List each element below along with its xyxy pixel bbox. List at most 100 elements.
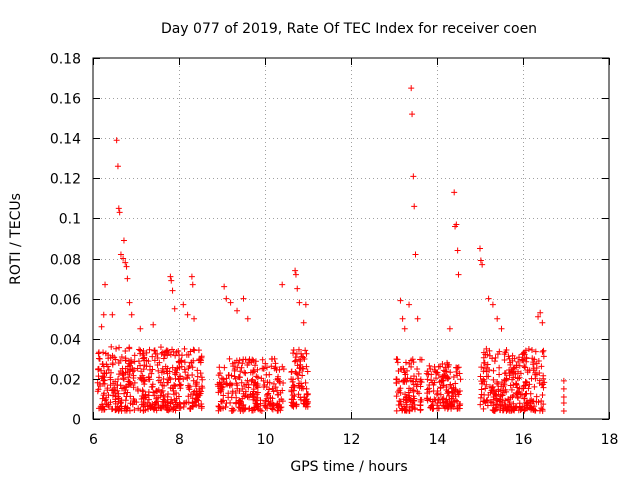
data-point — [268, 355, 275, 362]
data-point — [521, 363, 528, 370]
data-point — [107, 399, 114, 406]
data-point — [131, 379, 138, 386]
data-point — [501, 381, 508, 388]
data-point — [171, 397, 178, 404]
data-point — [524, 399, 531, 406]
data-point — [434, 387, 441, 394]
data-point — [150, 321, 157, 328]
data-point — [300, 385, 307, 392]
data-point — [412, 251, 419, 258]
data-point — [489, 406, 496, 413]
data-point — [120, 255, 127, 262]
data-point — [523, 355, 530, 362]
data-point — [478, 391, 485, 398]
data-point — [126, 381, 133, 388]
data-point — [159, 387, 166, 394]
data-point — [418, 379, 425, 386]
data-point — [525, 385, 532, 392]
data-point — [424, 376, 431, 383]
data-point — [456, 405, 463, 412]
data-point — [276, 398, 283, 405]
data-point — [174, 364, 181, 371]
data-point — [243, 381, 250, 388]
data-point — [164, 406, 171, 413]
data-point — [296, 364, 303, 371]
data-point — [437, 391, 444, 398]
data-point — [130, 384, 137, 391]
data-point — [540, 384, 547, 391]
data-point — [114, 163, 121, 170]
data-point — [258, 407, 265, 414]
data-point — [280, 366, 287, 373]
data-point — [131, 367, 138, 374]
y-tick-label: 0.16 — [50, 92, 81, 108]
data-point — [193, 395, 200, 402]
data-point — [253, 373, 260, 380]
data-point — [401, 325, 408, 332]
data-point — [303, 385, 310, 392]
data-point — [299, 365, 306, 372]
data-point — [453, 364, 460, 371]
data-point — [268, 363, 275, 370]
data-point — [443, 396, 450, 403]
data-point — [295, 375, 302, 382]
data-point — [402, 359, 409, 366]
data-point — [122, 357, 129, 364]
data-point — [514, 384, 521, 391]
data-point — [290, 382, 297, 389]
data-point — [403, 401, 410, 408]
data-point — [127, 400, 134, 407]
data-point — [513, 364, 520, 371]
data-point — [530, 398, 537, 405]
data-point — [290, 346, 297, 353]
data-point — [414, 315, 421, 322]
data-point — [134, 386, 141, 393]
data-point — [266, 400, 273, 407]
data-point — [492, 391, 499, 398]
data-point — [186, 383, 193, 390]
data-point — [409, 401, 416, 408]
data-point — [489, 399, 496, 406]
data-point — [524, 369, 531, 376]
data-point — [105, 403, 112, 410]
data-point — [484, 402, 491, 409]
data-point — [478, 364, 485, 371]
data-point — [277, 407, 284, 414]
data-point — [95, 365, 102, 372]
data-point — [225, 372, 232, 379]
data-point — [267, 394, 274, 401]
data-point — [131, 406, 138, 413]
data-point — [437, 384, 444, 391]
data-point — [492, 404, 499, 411]
data-point — [180, 301, 187, 308]
data-point — [140, 395, 147, 402]
data-point — [417, 398, 424, 405]
data-point — [195, 357, 202, 364]
data-point — [145, 358, 152, 365]
data-point — [135, 405, 142, 412]
data-point — [102, 281, 109, 288]
data-point — [100, 311, 107, 318]
data-point — [272, 360, 279, 367]
data-point — [119, 365, 126, 372]
data-point — [513, 381, 520, 388]
data-point — [439, 373, 446, 380]
y-tick-label: 0.06 — [50, 293, 81, 309]
data-point — [233, 394, 240, 401]
data-point — [498, 325, 505, 332]
data-point — [113, 345, 120, 352]
data-point — [258, 375, 265, 382]
data-point — [95, 386, 102, 393]
data-point — [100, 392, 107, 399]
data-point — [302, 403, 309, 410]
data-point — [494, 351, 501, 358]
data-point — [440, 377, 447, 384]
data-point — [538, 398, 545, 405]
data-point — [523, 390, 530, 397]
data-point — [406, 392, 413, 399]
data-point — [529, 355, 536, 362]
data-point — [160, 355, 167, 362]
data-point — [121, 384, 128, 391]
data-point — [533, 393, 540, 400]
data-point — [417, 378, 424, 385]
